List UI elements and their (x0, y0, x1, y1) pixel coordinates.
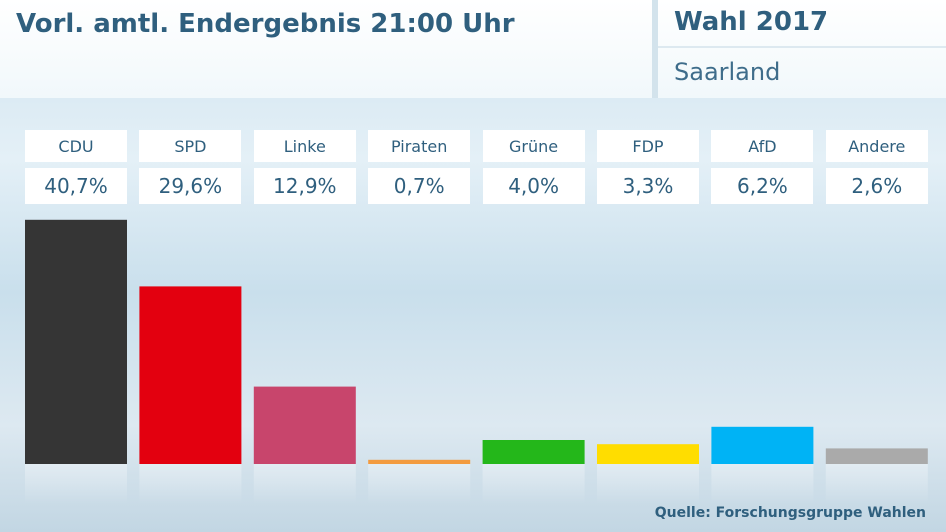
bar-1 (139, 286, 242, 464)
bar-5 (597, 444, 699, 464)
bar-4 (482, 440, 585, 464)
bar-reflection-4 (482, 464, 585, 504)
election-panel: Wahl 2017 Saarland (658, 0, 946, 98)
bar-6 (711, 426, 814, 464)
election-panel-separator (658, 46, 946, 48)
bar-0 (25, 219, 127, 464)
bar-7 (825, 448, 928, 464)
header-divider (652, 0, 658, 98)
election-title: Wahl 2017 (674, 7, 829, 37)
bar-reflection-5 (597, 464, 699, 504)
bar-reflection-7 (825, 464, 928, 504)
bar-reflection-3 (368, 464, 471, 504)
title-panel: Vorl. amtl. Endergebnis 21:00 Uhr (0, 0, 652, 98)
source-note: Quelle: Forschungsgruppe Wahlen (654, 505, 926, 521)
chart-title: Vorl. amtl. Endergebnis 21:00 Uhr (16, 9, 515, 39)
region-label: Saarland (674, 58, 781, 86)
bar-reflection-0 (25, 464, 127, 504)
bar-reflection-2 (253, 464, 356, 504)
bar-reflection-1 (139, 464, 242, 504)
bar-2 (253, 386, 356, 464)
bar-3 (368, 459, 471, 464)
bar-reflection-6 (711, 464, 814, 504)
